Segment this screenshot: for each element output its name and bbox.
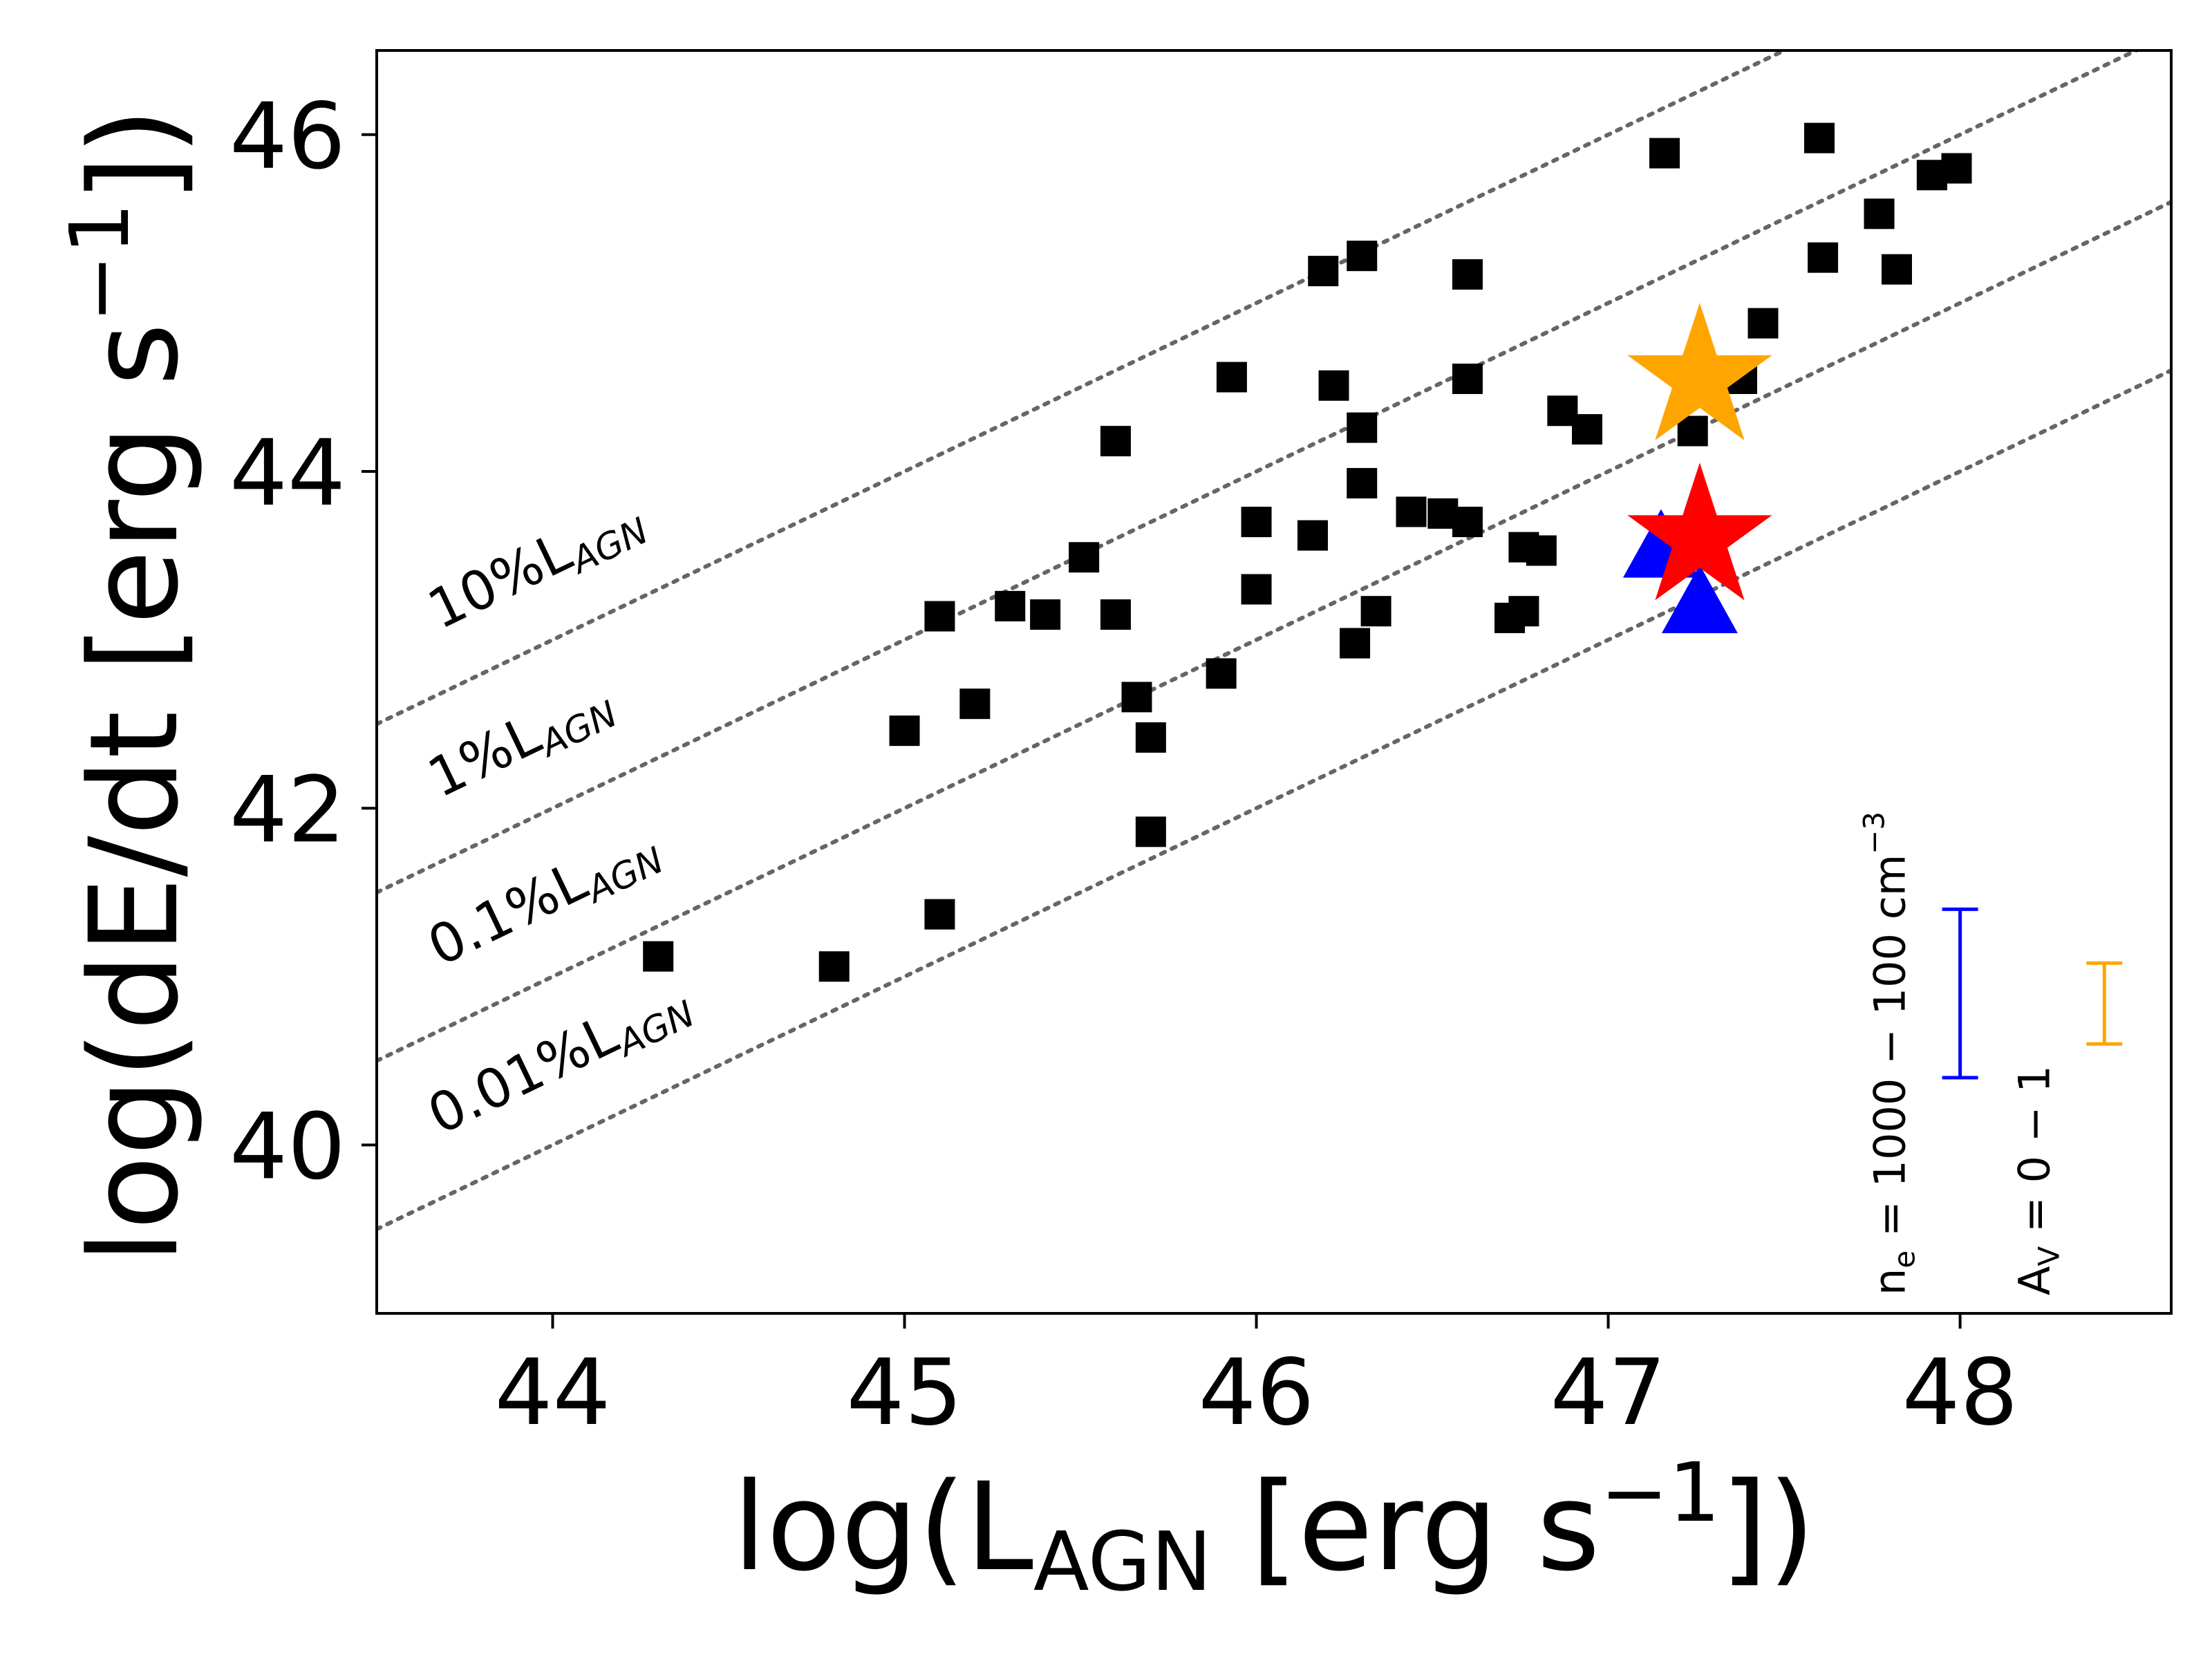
- x-tick-label: 46: [1199, 1340, 1315, 1446]
- triangle-marker: [1661, 565, 1738, 634]
- square-marker: [1318, 370, 1349, 401]
- reference-line-label: 1%LAGN: [419, 670, 624, 815]
- y-axis-ticks: 40 42 44 46: [229, 84, 377, 1200]
- square-marker: [1347, 241, 1378, 272]
- square-marker: [1452, 364, 1483, 395]
- x-axis-ticks: 44 45 46 47 48: [495, 1313, 2018, 1446]
- error-bar-legend: ne = 1000 − 100 cm−3 AV = 0 − 1: [1857, 812, 2123, 1295]
- square-marker: [1808, 242, 1839, 273]
- square-marker: [1347, 412, 1378, 443]
- square-marker: [1216, 362, 1247, 393]
- square-marker: [1572, 414, 1603, 445]
- square-marker: [1297, 520, 1328, 551]
- square-marker: [1526, 535, 1557, 566]
- square-marker: [1100, 426, 1131, 457]
- star-marker: [1627, 303, 1772, 440]
- x-tick-label: 48: [1902, 1340, 2018, 1446]
- square-marker: [1941, 153, 1972, 184]
- square-marker: [1452, 259, 1483, 290]
- square-marker: [1452, 507, 1483, 538]
- reference-line: [377, 50, 2141, 894]
- error-bar-label: ne = 1000 − 100 cm−3: [1857, 812, 1922, 1295]
- square-marker: [1396, 496, 1427, 527]
- plot-frame: [375, 49, 2173, 1315]
- square-marker: [1803, 122, 1835, 153]
- square-marker: [995, 590, 1026, 621]
- reference-line-label: 10%LAGN: [419, 487, 655, 647]
- square-marker: [1864, 198, 1895, 229]
- error-bar-label: AV = 0 − 1: [2009, 1065, 2065, 1295]
- y-tick-label: 40: [229, 1094, 346, 1200]
- square-marker: [1347, 468, 1378, 499]
- square-marker: [1241, 507, 1272, 538]
- square-marker: [959, 688, 991, 720]
- square-marker: [1340, 628, 1371, 659]
- square-marker: [1308, 256, 1339, 287]
- x-tick-label: 45: [847, 1340, 963, 1446]
- reference-line: [377, 50, 1790, 727]
- square-marker: [1135, 722, 1166, 753]
- y-tick-label: 46: [229, 84, 346, 190]
- square-marker: [1747, 308, 1779, 339]
- x-tick-label: 44: [495, 1340, 611, 1446]
- square-marker: [1677, 415, 1708, 447]
- y-axis-title: log(dE/dt [erg s−1]): [52, 108, 205, 1264]
- square-marker: [1241, 574, 1272, 605]
- square-marker: [924, 899, 955, 930]
- square-marker: [1508, 596, 1539, 627]
- data-points: [643, 122, 1972, 982]
- reference-line: [377, 200, 2171, 1063]
- square-marker: [643, 941, 674, 972]
- square-marker: [1100, 599, 1131, 630]
- reference-lines: [377, 50, 2171, 1232]
- square-marker: [1030, 599, 1061, 630]
- reference-line-label: 0.1%LAGN: [419, 816, 671, 983]
- square-marker: [889, 715, 920, 747]
- x-tick-label: 47: [1550, 1340, 1667, 1446]
- reference-line-label: 0.01%LAGN: [419, 969, 702, 1152]
- square-marker: [1135, 816, 1166, 847]
- square-marker: [924, 601, 955, 632]
- y-tick-label: 42: [229, 757, 346, 863]
- x-axis-title: log(LAGN [erg s−1]): [733, 1445, 1815, 1609]
- square-marker: [1206, 658, 1237, 689]
- square-marker: [1069, 542, 1100, 573]
- square-marker: [818, 951, 850, 982]
- reference-line: [377, 368, 2171, 1232]
- square-marker: [1649, 138, 1680, 169]
- star-marker: [1627, 462, 1772, 601]
- square-marker: [1121, 682, 1152, 713]
- square-marker: [1360, 596, 1391, 627]
- y-tick-label: 44: [229, 420, 346, 527]
- square-marker: [1881, 254, 1912, 285]
